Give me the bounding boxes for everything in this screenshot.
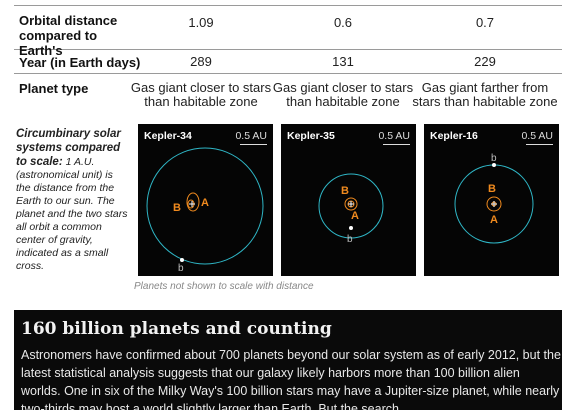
star-a-label: A bbox=[351, 210, 359, 222]
star-orbit bbox=[186, 192, 200, 212]
orbit-diagram: B A b bbox=[318, 173, 384, 245]
star-orbit bbox=[344, 197, 358, 211]
scale-bar bbox=[526, 144, 553, 145]
article-title: 160 billion planets and counting bbox=[21, 319, 332, 339]
scale-bar bbox=[240, 144, 267, 145]
planet-dot bbox=[349, 226, 353, 230]
star-a-label: A bbox=[490, 214, 498, 226]
star-b-label: B bbox=[341, 185, 349, 197]
scale-bar bbox=[383, 144, 410, 145]
cell-kepler-34: Gas giant closer to stars than habitable… bbox=[130, 80, 272, 109]
cell-kepler-35: 131 bbox=[332, 54, 354, 69]
scale-label: 0.5 AU bbox=[521, 130, 553, 142]
cell-kepler-34: 289 bbox=[190, 54, 212, 69]
planet-label: b bbox=[347, 234, 353, 245]
star-b-label: B bbox=[173, 202, 181, 214]
star-a-label: A bbox=[201, 197, 209, 209]
planet-label: b bbox=[491, 153, 497, 164]
cell-kepler-16: Gas giant farther from stars than habita… bbox=[412, 80, 558, 109]
table-row-planet-type: Planet type Gas giant closer to stars th… bbox=[14, 74, 562, 114]
table-row-orbital-distance: Orbital distance compared to Earth's 1.0… bbox=[14, 6, 562, 58]
article-body: Astronomers have confirmed about 700 pla… bbox=[21, 348, 561, 410]
diagram-caption: Planets not shown to scale with distance bbox=[134, 281, 314, 292]
scale-label: 0.5 AU bbox=[378, 130, 410, 142]
cell-kepler-35: Gas giant closer to stars than habitable… bbox=[272, 80, 414, 109]
panel-title: Kepler-16 bbox=[430, 130, 478, 142]
article-box: 160 billion planets and counting Astrono… bbox=[14, 310, 562, 410]
row-label: Orbital distance compared to Earth's bbox=[19, 13, 118, 58]
orbit-diagram: B A b bbox=[146, 147, 264, 274]
cell-kepler-16: 0.7 bbox=[475, 15, 495, 30]
planet-orbit bbox=[318, 173, 384, 239]
table-row-year: Year (in Earth days) 289 131 229 bbox=[14, 50, 562, 74]
cell-kepler-35: 0.6 bbox=[333, 15, 353, 30]
panel-title: Kepler-35 bbox=[287, 130, 335, 142]
planet-label: b bbox=[178, 263, 184, 274]
panel-title: Kepler-34 bbox=[144, 130, 192, 142]
orbit-panel-kepler-35: B A b Kepler-35 0.5 AU bbox=[281, 124, 416, 276]
orbit-panel-kepler-34: B A b Kepler-34 0.5 AU bbox=[138, 124, 273, 276]
cell-kepler-34: 1.09 bbox=[188, 15, 214, 30]
star-b-label: B bbox=[488, 183, 496, 195]
row-label: Planet type bbox=[19, 81, 89, 96]
cell-kepler-16: 229 bbox=[474, 54, 496, 69]
orbit-diagram: B A b bbox=[454, 153, 534, 244]
scale-note: Circumbinary solar systems compared to s… bbox=[16, 127, 128, 273]
star-orbit bbox=[486, 196, 502, 212]
planet-dot bbox=[492, 163, 496, 167]
orbit-panel-kepler-16: B A b Kepler-16 0.5 AU bbox=[424, 124, 559, 276]
scale-label: 0.5 AU bbox=[235, 130, 267, 142]
planet-dot bbox=[180, 258, 184, 262]
table-row-cutoff bbox=[14, 0, 562, 6]
planet-orbit bbox=[146, 147, 264, 265]
scale-note-body: 1 A.U. (astronomical unit) is the distan… bbox=[16, 156, 128, 272]
row-label: Year (in Earth days) bbox=[19, 55, 141, 70]
scale-note-lead: Circumbinary solar systems compared to s… bbox=[16, 128, 121, 168]
